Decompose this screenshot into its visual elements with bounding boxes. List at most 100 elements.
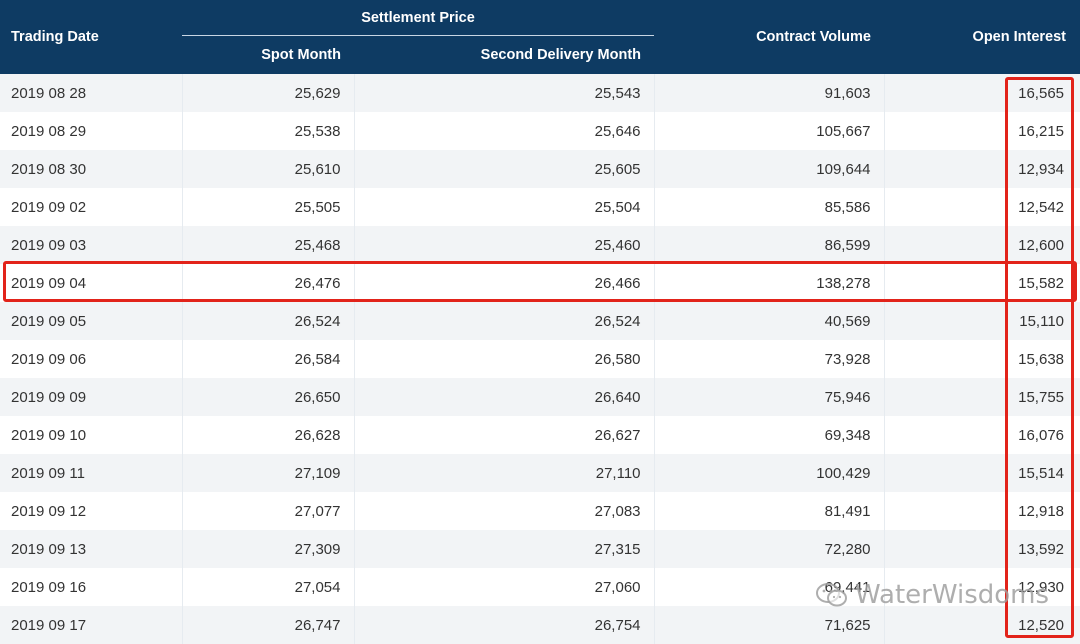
open-interest-cell: 12,934 xyxy=(884,150,1080,188)
contract-volume-cell: 72,280 xyxy=(654,530,885,568)
header-second-delivery-month[interactable]: Second Delivery Month xyxy=(354,36,655,74)
second-delivery-cell: 26,580 xyxy=(354,340,655,378)
header-spot-month[interactable]: Spot Month xyxy=(182,36,354,74)
date-cell: 2019 09 03 xyxy=(0,226,183,264)
open-interest-cell: 15,755 xyxy=(884,378,1080,416)
open-interest-cell: 15,514 xyxy=(884,454,1080,492)
table-row[interactable]: 2019 08 28 25,629 25,543 91,603 16,565 xyxy=(0,74,1080,112)
second-delivery-cell: 26,627 xyxy=(354,416,655,454)
contract-volume-cell: 40,569 xyxy=(654,302,885,340)
table-header: Trading Date Settlement Price Contract V… xyxy=(0,0,1080,74)
date-cell: 2019 09 16 xyxy=(0,568,183,606)
contract-volume-cell: 86,599 xyxy=(654,226,885,264)
header-trading-date[interactable]: Trading Date xyxy=(0,0,182,74)
date-cell: 2019 09 05 xyxy=(0,302,183,340)
header-settlement-price: Settlement Price xyxy=(182,0,655,36)
contract-volume-cell: 91,603 xyxy=(654,74,885,112)
contract-volume-cell: 69,348 xyxy=(654,416,885,454)
date-cell: 2019 09 02 xyxy=(0,188,183,226)
second-delivery-cell: 26,754 xyxy=(354,606,655,644)
contract-volume-cell: 71,625 xyxy=(654,606,885,644)
open-interest-cell: 16,076 xyxy=(884,416,1080,454)
header-open-interest[interactable]: Open Interest xyxy=(884,0,1080,74)
date-cell: 2019 09 11 xyxy=(0,454,183,492)
open-interest-cell: 12,542 xyxy=(884,188,1080,226)
open-interest-cell: 16,565 xyxy=(884,74,1080,112)
table-row[interactable]: 2019 09 17 26,747 26,754 71,625 12,520 xyxy=(0,606,1080,644)
date-cell: 2019 08 28 xyxy=(0,74,183,112)
spot-month-cell: 27,077 xyxy=(182,492,355,530)
date-cell: 2019 09 06 xyxy=(0,340,183,378)
open-interest-cell: 12,918 xyxy=(884,492,1080,530)
contract-volume-cell: 100,429 xyxy=(654,454,885,492)
spot-month-cell: 26,747 xyxy=(182,606,355,644)
table-row[interactable]: 2019 09 09 26,650 26,640 75,946 15,755 xyxy=(0,378,1080,416)
open-interest-cell: 15,110 xyxy=(884,302,1080,340)
open-interest-cell: 12,520 xyxy=(884,606,1080,644)
spot-month-cell: 25,468 xyxy=(182,226,355,264)
contract-volume-cell: 81,491 xyxy=(654,492,885,530)
second-delivery-cell: 27,060 xyxy=(354,568,655,606)
open-interest-cell: 16,215 xyxy=(884,112,1080,150)
date-cell: 2019 09 17 xyxy=(0,606,183,644)
open-interest-cell: 12,600 xyxy=(884,226,1080,264)
spot-month-cell: 26,476 xyxy=(182,264,355,302)
contract-volume-cell: 105,667 xyxy=(654,112,885,150)
table-row[interactable]: 2019 09 06 26,584 26,580 73,928 15,638 xyxy=(0,340,1080,378)
table-row[interactable]: 2019 09 11 27,109 27,110 100,429 15,514 xyxy=(0,454,1080,492)
date-cell: 2019 09 13 xyxy=(0,530,183,568)
header-settlement-price-label: Settlement Price xyxy=(361,10,475,26)
second-delivery-cell: 26,466 xyxy=(354,264,655,302)
table-row[interactable]: 2019 09 16 27,054 27,060 69,441 12,930 xyxy=(0,568,1080,606)
table-row[interactable]: 2019 09 10 26,628 26,627 69,348 16,076 xyxy=(0,416,1080,454)
date-cell: 2019 08 30 xyxy=(0,150,183,188)
second-delivery-cell: 25,460 xyxy=(354,226,655,264)
table-row[interactable]: 2019 09 02 25,505 25,504 85,586 12,542 xyxy=(0,188,1080,226)
spot-month-cell: 25,629 xyxy=(182,74,355,112)
date-cell: 2019 09 09 xyxy=(0,378,183,416)
open-interest-cell: 15,582 xyxy=(884,264,1080,302)
header-divider xyxy=(182,35,655,36)
second-delivery-cell: 25,504 xyxy=(354,188,655,226)
open-interest-cell: 12,930 xyxy=(884,568,1080,606)
table-row[interactable]: 2019 09 12 27,077 27,083 81,491 12,918 xyxy=(0,492,1080,530)
spot-month-cell: 27,309 xyxy=(182,530,355,568)
contract-volume-cell: 138,278 xyxy=(654,264,885,302)
contract-volume-cell: 85,586 xyxy=(654,188,885,226)
contract-volume-cell: 69,441 xyxy=(654,568,885,606)
spot-month-cell: 26,584 xyxy=(182,340,355,378)
spot-month-cell: 25,505 xyxy=(182,188,355,226)
second-delivery-cell: 27,110 xyxy=(354,454,655,492)
open-interest-cell: 15,638 xyxy=(884,340,1080,378)
table-row[interactable]: 2019 08 30 25,610 25,605 109,644 12,934 xyxy=(0,150,1080,188)
table-body: 2019 08 28 25,629 25,543 91,603 16,565 2019 0… xyxy=(0,74,1080,644)
table-row[interactable]: 2019 09 04 26,476 26,466 138,278 15,582 xyxy=(0,264,1080,302)
date-cell: 2019 09 12 xyxy=(0,492,183,530)
second-delivery-cell: 27,083 xyxy=(354,492,655,530)
spot-month-cell: 26,524 xyxy=(182,302,355,340)
second-delivery-cell: 27,315 xyxy=(354,530,655,568)
spot-month-cell: 26,650 xyxy=(182,378,355,416)
second-delivery-cell: 25,605 xyxy=(354,150,655,188)
second-delivery-cell: 25,646 xyxy=(354,112,655,150)
spot-month-cell: 27,109 xyxy=(182,454,355,492)
table-row[interactable]: 2019 09 05 26,524 26,524 40,569 15,110 xyxy=(0,302,1080,340)
table-row[interactable]: 2019 09 03 25,468 25,460 86,599 12,600 xyxy=(0,226,1080,264)
table-row[interactable]: 2019 09 13 27,309 27,315 72,280 13,592 xyxy=(0,530,1080,568)
header-contract-volume[interactable]: Contract Volume xyxy=(654,0,885,74)
date-cell: 2019 09 04 xyxy=(0,264,183,302)
open-interest-cell: 13,592 xyxy=(884,530,1080,568)
date-cell: 2019 08 29 xyxy=(0,112,183,150)
spot-month-cell: 27,054 xyxy=(182,568,355,606)
contract-volume-cell: 75,946 xyxy=(654,378,885,416)
contract-volume-cell: 73,928 xyxy=(654,340,885,378)
spot-month-cell: 26,628 xyxy=(182,416,355,454)
table-row[interactable]: 2019 08 29 25,538 25,646 105,667 16,215 xyxy=(0,112,1080,150)
second-delivery-cell: 26,524 xyxy=(354,302,655,340)
spot-month-cell: 25,610 xyxy=(182,150,355,188)
second-delivery-cell: 25,543 xyxy=(354,74,655,112)
date-cell: 2019 09 10 xyxy=(0,416,183,454)
spot-month-cell: 25,538 xyxy=(182,112,355,150)
